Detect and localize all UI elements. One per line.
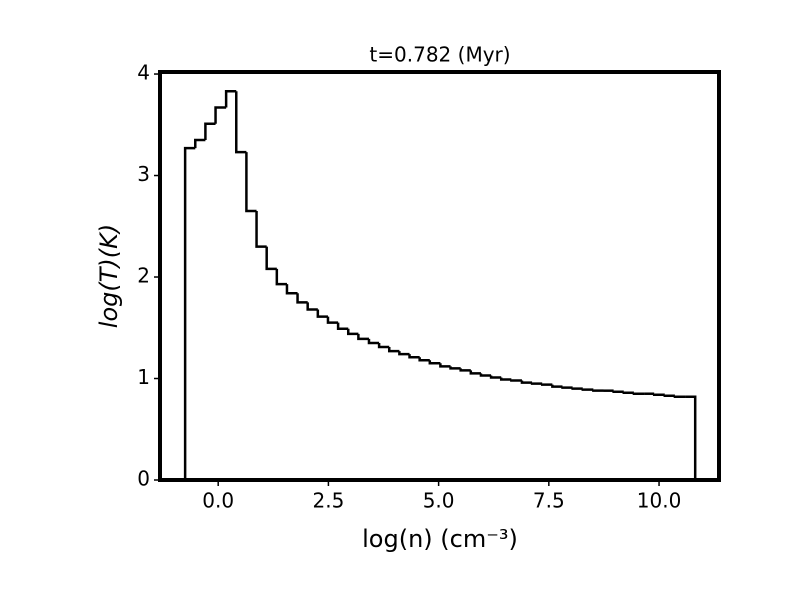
histogram-step (540, 383, 553, 386)
histogram-step (685, 395, 697, 480)
histogram-step (265, 246, 277, 271)
histogram-step (296, 293, 308, 304)
histogram-step (398, 351, 410, 356)
histogram-step (663, 394, 675, 398)
x-axis-label: log(n) (cm⁻³) (362, 525, 518, 553)
histogram-step (612, 390, 624, 393)
histogram-step (428, 360, 441, 365)
histogram-step (499, 377, 512, 381)
y-axis-label: log(T)(K) (95, 224, 123, 328)
histogram-step (530, 382, 543, 385)
histogram-step (387, 347, 400, 353)
histogram-step (439, 363, 451, 368)
histogram-step (336, 322, 349, 331)
histogram-step (194, 138, 206, 149)
y-tick-label: 2 (137, 264, 150, 288)
x-tick-label: 7.5 (533, 489, 565, 513)
histogram-step (632, 392, 645, 395)
x-tick-label: 5.0 (423, 489, 455, 513)
y-tick-label: 4 (137, 61, 150, 85)
histogram-step (285, 284, 298, 295)
histogram-step (551, 384, 563, 388)
histogram-step (561, 386, 573, 389)
y-tick-label: 3 (137, 162, 150, 186)
histogram-step (652, 393, 665, 396)
histogram-step (306, 302, 318, 311)
histogram-step (622, 391, 634, 394)
histogram-step (479, 373, 492, 377)
histogram-step (489, 375, 502, 379)
histogram-step (346, 328, 359, 336)
histogram-step (326, 316, 339, 324)
histogram-step (357, 333, 369, 341)
histogram-step (224, 90, 237, 108)
histogram-step (449, 366, 461, 370)
histogram-step (418, 357, 430, 362)
histogram-step (204, 122, 216, 140)
histogram-step (408, 354, 420, 359)
histogram-step (275, 268, 287, 286)
histogram-step (592, 389, 604, 392)
histogram-step (673, 395, 686, 399)
y-tick-label: 1 (137, 365, 150, 389)
x-tick-label: 10.0 (637, 489, 682, 513)
y-tick-label: 0 (137, 467, 150, 491)
histogram-step (469, 370, 481, 375)
histogram-step (316, 309, 328, 318)
histogram-step (520, 380, 533, 384)
chart-title: t=0.782 (Myr) (369, 43, 510, 67)
histogram-step (459, 368, 471, 372)
histogram-step (510, 379, 522, 382)
x-tick-label: 0.0 (202, 489, 234, 513)
histogram-step (255, 211, 267, 248)
histogram-step (245, 152, 257, 213)
histogram-step (235, 91, 247, 154)
histogram-step (377, 342, 390, 349)
x-tick-label: 2.5 (312, 489, 344, 513)
histogram-step (183, 146, 196, 480)
histogram-step (571, 387, 583, 390)
plot-frame (158, 70, 721, 482)
histogram-step (214, 106, 227, 124)
histogram-step (367, 338, 380, 345)
histogram-step (581, 388, 594, 391)
